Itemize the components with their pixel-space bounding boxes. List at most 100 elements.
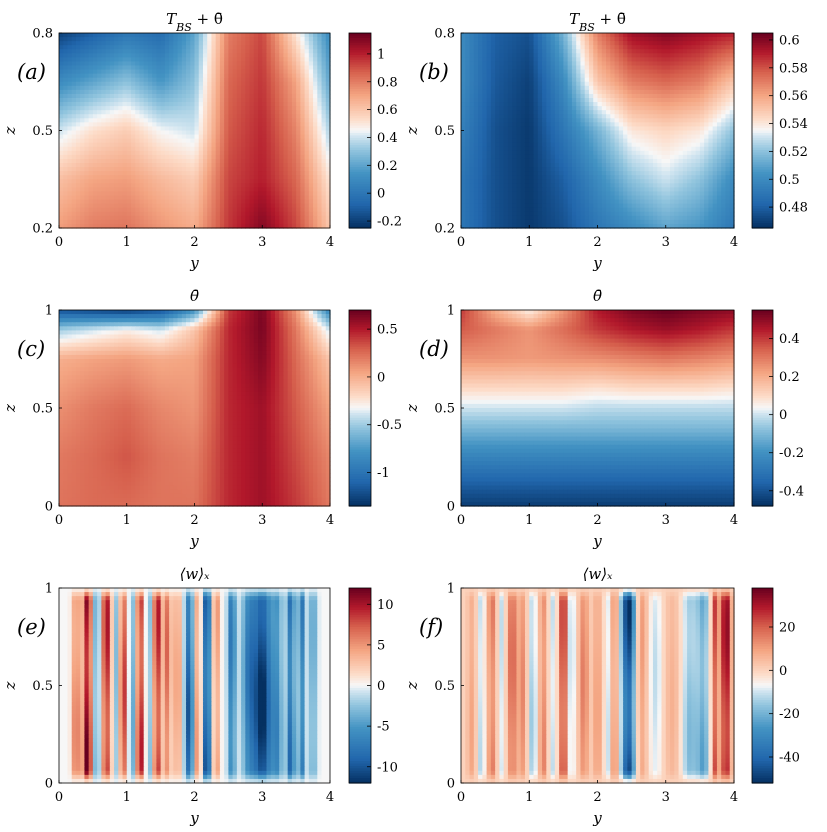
heatmap-cell: [704, 45, 710, 50]
heatmap-cell: [202, 215, 208, 221]
heatmap-cell: [130, 41, 136, 46]
heatmap-cell: [228, 53, 234, 58]
heatmap-cell: [516, 45, 522, 50]
heatmap-cell: [597, 69, 603, 75]
heatmap-cell: [126, 37, 132, 42]
heatmap-cell: [194, 175, 200, 180]
heatmap-cell: [503, 106, 509, 111]
heatmap-cell: [152, 49, 157, 54]
heatmap-cell: [190, 122, 196, 128]
heatmap-cell: [287, 142, 293, 148]
heatmap-cell: [507, 134, 513, 140]
heatmap-cell: [296, 37, 301, 42]
heatmap-cell: [236, 89, 242, 95]
heatmap-cell: [92, 53, 98, 58]
heatmap-cell: [114, 150, 119, 156]
heatmap-cell: [224, 187, 229, 193]
heatmap-cell: [249, 158, 255, 164]
heatmap-cell: [623, 69, 628, 75]
heatmap-cell: [80, 85, 85, 91]
heatmap-cell: [674, 106, 680, 111]
heatmap-cell: [105, 183, 111, 188]
heatmap-cell: [317, 163, 323, 168]
heatmap-cell: [164, 223, 170, 229]
heatmap-cell: [597, 49, 603, 54]
heatmap-cell: [130, 114, 136, 119]
heatmap-cell: [674, 53, 680, 58]
colorbar-tick-label: 0.8: [377, 75, 398, 90]
heatmap-cell: [325, 175, 331, 180]
heatmap-cell: [88, 146, 94, 152]
heatmap-cell: [593, 126, 599, 132]
heatmap-cell: [67, 37, 73, 42]
heatmap-cell: [156, 61, 162, 67]
heatmap-cell: [287, 81, 293, 87]
heatmap-cell: [139, 106, 145, 111]
heatmap-cell: [665, 89, 671, 95]
heatmap-cell: [160, 126, 166, 132]
heatmap-cell: [304, 106, 310, 111]
heatmap-cell: [304, 61, 310, 67]
heatmap-cell: [313, 37, 318, 42]
heatmap-cell: [661, 41, 667, 46]
heatmap-cell: [520, 110, 526, 115]
heatmap-cell: [512, 45, 518, 50]
heatmap-cell: [97, 203, 102, 209]
heatmap-cell: [640, 106, 646, 111]
heatmap-cell: [173, 187, 179, 193]
heatmap-cell: [499, 114, 505, 119]
heatmap-cell: [160, 154, 166, 160]
heatmap-cell: [84, 154, 90, 160]
heatmap-cell: [215, 53, 221, 58]
heatmap-cell: [674, 45, 680, 50]
heatmap-cell: [283, 191, 289, 197]
heatmap-cell: [499, 110, 505, 115]
heatmap-cell: [63, 93, 69, 99]
heatmap-cell: [215, 223, 221, 229]
heatmap-cell: [253, 89, 259, 95]
heatmap-cell: [63, 81, 69, 87]
heatmap-cell: [118, 191, 124, 197]
heatmap-cell: [657, 45, 663, 50]
heatmap-cell: [75, 118, 81, 123]
heatmap-cell: [623, 61, 628, 67]
heatmap-cell: [130, 134, 136, 140]
heatmap-cell: [92, 203, 98, 209]
heatmap-cell: [101, 150, 107, 156]
heatmap-cell: [635, 49, 641, 54]
heatmap-cell: [708, 98, 714, 103]
heatmap-cell: [725, 114, 731, 119]
heatmap-cell: [631, 81, 637, 87]
heatmap-cell: [300, 69, 306, 75]
heatmap-cell: [507, 89, 513, 95]
heatmap-cell: [691, 49, 697, 54]
heatmap-cell: [499, 65, 505, 71]
heatmap-cell: [156, 110, 162, 115]
heatmap-cell: [59, 77, 64, 83]
heatmap-cell: [486, 102, 492, 107]
heatmap-cell: [490, 122, 496, 128]
heatmap-cell: [704, 102, 710, 107]
heatmap-cell: [219, 138, 225, 144]
heatmap-cell: [614, 130, 620, 136]
heatmap-cell: [317, 73, 323, 79]
heatmap-cell: [529, 118, 535, 123]
heatmap-cell: [503, 118, 509, 123]
heatmap-cell: [550, 98, 556, 103]
heatmap-cell: [147, 73, 153, 79]
heatmap-cell: [194, 106, 200, 111]
heatmap-cell: [640, 73, 646, 79]
heatmap-cell: [576, 53, 582, 58]
heatmap-cell: [593, 77, 599, 83]
heatmap-cell: [177, 175, 183, 180]
heatmap-cell: [716, 73, 722, 79]
heatmap-cell: [486, 77, 492, 83]
heatmap-cell: [262, 114, 268, 119]
heatmap-cell: [635, 102, 641, 107]
heatmap-cell: [584, 53, 590, 58]
heatmap-cell: [597, 138, 603, 144]
heatmap-cell: [186, 158, 191, 164]
heatmap-cell: [224, 179, 229, 184]
colorbar-segment: [349, 33, 371, 37]
heatmap-cell: [606, 102, 611, 107]
